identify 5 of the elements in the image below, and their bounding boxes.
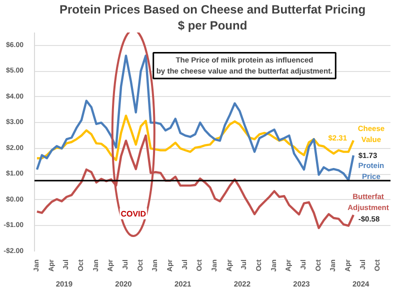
chart-subtitle: $ per Pound xyxy=(178,18,248,32)
annotation: COVID xyxy=(120,209,146,218)
line-series xyxy=(36,54,355,182)
line-series xyxy=(36,114,355,162)
chart-title: Protein Prices Based on Cheese and Butterfat Pricing xyxy=(59,2,366,16)
